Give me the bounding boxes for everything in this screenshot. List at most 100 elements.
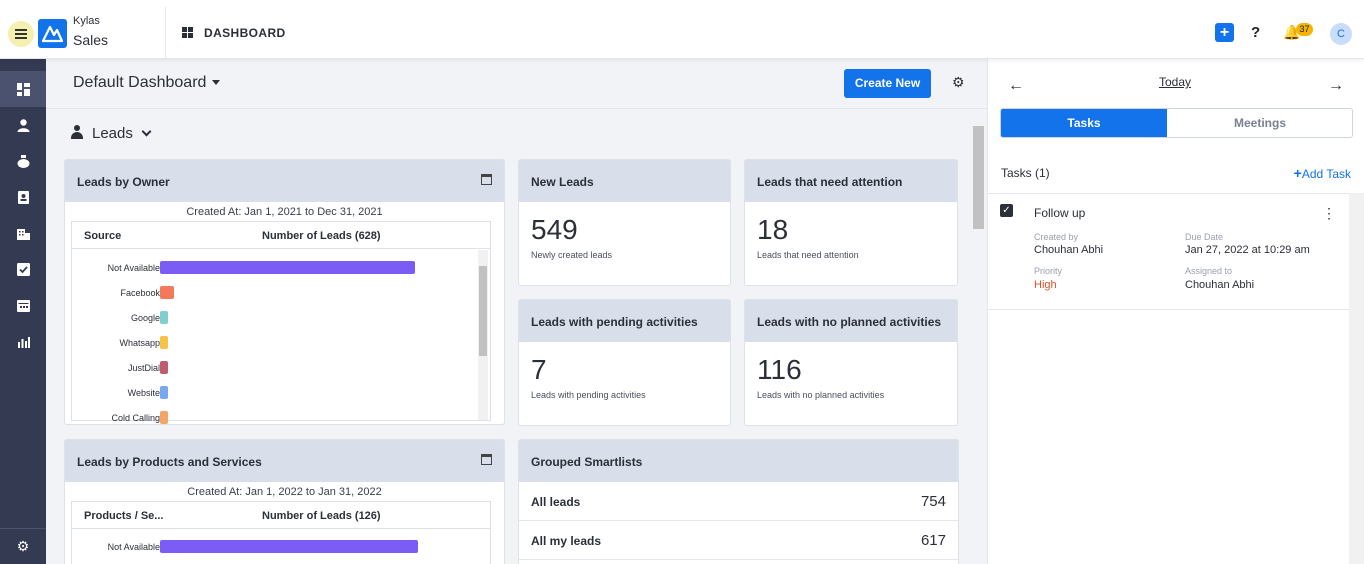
task-checkbox[interactable]: ✓: [1000, 204, 1013, 217]
kylas-logo: [38, 19, 67, 48]
sidebar-item-companies[interactable]: [0, 215, 46, 251]
sidebar-item-calendar[interactable]: [0, 287, 46, 323]
sidebar-item-deals[interactable]: [0, 143, 46, 179]
no-planned-activities-card[interactable]: Leads with no planned activities 116 Lea…: [744, 299, 958, 426]
dashboard-selector[interactable]: Default Dashboard: [73, 74, 221, 92]
sidebar-item-leads[interactable]: [0, 107, 46, 143]
card-header: New Leads: [519, 160, 730, 202]
assigned-to-value: Chouhan Abhi: [1185, 279, 1255, 291]
metric-caption: Newly created leads: [531, 250, 613, 260]
dashboard-icon: [16, 82, 30, 96]
bar[interactable]: [160, 540, 418, 553]
metric-value: 18: [757, 214, 789, 245]
section-title: Leads: [92, 125, 133, 142]
card-header: Leads by Owner: [65, 160, 504, 202]
scrollbar-thumb[interactable]: [973, 126, 984, 229]
quick-add-button[interactable]: +: [1215, 23, 1234, 42]
date-range: Created At: Jan 1, 2022 to Jan 31, 2022: [187, 486, 382, 498]
new-leads-card[interactable]: New Leads 549 Newly created leads: [518, 159, 731, 286]
avatar[interactable]: C: [1330, 23, 1352, 45]
table-scrollbar[interactable]: [478, 250, 488, 420]
bar-label: Not Available: [107, 542, 160, 552]
leads-by-products-card: Leads by Products and Services Created A…: [64, 439, 505, 564]
bar-row: Whatsapp: [72, 336, 472, 350]
panel-scrollbar[interactable]: [1349, 193, 1364, 564]
sidebar-item-tasks[interactable]: [0, 251, 46, 287]
bar[interactable]: [160, 386, 168, 399]
scrollbar-thumb[interactable]: [479, 266, 487, 356]
plus-icon: +: [1293, 165, 1302, 181]
divider: [165, 7, 166, 59]
bar[interactable]: [160, 311, 168, 324]
dashboard-header: Default Dashboard Create New ⚙: [46, 59, 987, 109]
pending-activities-card[interactable]: Leads with pending activities 7 Leads wi…: [518, 299, 731, 426]
task-item[interactable]: ✓ Follow up ⋮ Created by Chouhan Abhi Du…: [988, 193, 1350, 310]
bar[interactable]: [160, 261, 415, 274]
bar-row: Google: [72, 311, 472, 325]
contact-book-icon: [17, 190, 29, 204]
sidebar-item-reports[interactable]: [0, 323, 46, 359]
more-options-icon[interactable]: ⋮: [1322, 205, 1336, 221]
bar[interactable]: [160, 361, 168, 374]
sidebar-item-contacts[interactable]: [0, 179, 46, 215]
tab-tasks[interactable]: Tasks: [1001, 109, 1167, 137]
due-date-value: Jan 27, 2022 at 10:29 am: [1185, 244, 1310, 256]
tab-meetings[interactable]: Meetings: [1233, 116, 1286, 130]
smartlist-row[interactable]: All my leads 617: [519, 521, 958, 560]
user-icon: [17, 118, 29, 132]
notification-badge: 37: [1296, 23, 1313, 36]
metric-value: 116: [757, 354, 802, 385]
card-title: Leads by Products and Services: [77, 455, 262, 469]
add-task-label: Add Task: [1301, 167, 1351, 181]
help-icon[interactable]: ?: [1251, 24, 1261, 41]
task-title[interactable]: Follow up: [1034, 206, 1086, 220]
building-icon: [16, 228, 30, 240]
card-header: Leads by Products and Services: [65, 440, 504, 482]
arrow-left-icon[interactable]: ←: [1008, 77, 1024, 94]
smartlist-count: 754: [920, 493, 946, 510]
bar-row: Not Available: [72, 261, 472, 275]
panel-tabs: Tasks Meetings: [1000, 108, 1353, 138]
smartlist-name: All my leads: [531, 534, 602, 548]
window-top-strip: [0, 0, 1364, 7]
dashboard-main: Default Dashboard Create New ⚙ Leads Lea…: [46, 59, 987, 564]
menu-icon[interactable]: [8, 21, 34, 47]
caret-down-icon: [212, 80, 221, 86]
tasks-count: Tasks (1): [1001, 166, 1050, 180]
assigned-to-label: Assigned to: [1185, 266, 1233, 276]
bar[interactable]: [160, 336, 168, 349]
calendar-icon[interactable]: [481, 174, 492, 185]
bar-label: Google: [130, 313, 160, 323]
bar[interactable]: [160, 286, 174, 299]
bar-label: Website: [127, 388, 160, 398]
due-date-label: Due Date: [1185, 232, 1224, 242]
gear-icon: ⚙: [16, 538, 30, 554]
bar[interactable]: [160, 411, 168, 424]
bar-label: JustDial: [127, 363, 160, 373]
attention-leads-card[interactable]: Leads that need attention 18 Leads that …: [744, 159, 958, 286]
tasks-panel: ← Today → Tasks Meetings Tasks (1) +Add …: [987, 59, 1364, 564]
leads-section-toggle[interactable]: Leads: [70, 125, 152, 142]
money-bag-icon: [17, 154, 29, 168]
calendar-icon[interactable]: [481, 454, 492, 465]
date-selector[interactable]: Today: [1159, 75, 1192, 89]
bar-row: Facebook: [72, 286, 472, 300]
arrow-right-icon[interactable]: →: [1328, 77, 1344, 94]
bar-label: Cold Calling: [111, 413, 160, 423]
settings-gear-icon[interactable]: ⚙: [952, 74, 965, 90]
create-new-button[interactable]: Create New: [844, 69, 931, 98]
page-title: DASHBOARD: [204, 26, 286, 40]
main-scrollbar[interactable]: [970, 109, 986, 564]
card-header: Leads with no planned activities: [745, 300, 957, 342]
table-header: Products / Se... Number of Leads (126): [72, 502, 490, 529]
chart-icon: [17, 336, 30, 348]
bar-row: Not Available: [72, 540, 472, 554]
metric-caption: Leads with pending activities: [531, 390, 646, 400]
sidebar-item-settings[interactable]: ⚙: [0, 528, 46, 564]
column-header-products: Products / Se...: [84, 510, 164, 522]
metric-value: 7: [531, 354, 547, 385]
checkbox-icon: [16, 262, 30, 276]
add-task-button[interactable]: +Add Task: [1294, 165, 1351, 181]
sidebar-item-dashboard[interactable]: [0, 71, 46, 107]
smartlist-row[interactable]: All leads 754: [519, 482, 958, 521]
